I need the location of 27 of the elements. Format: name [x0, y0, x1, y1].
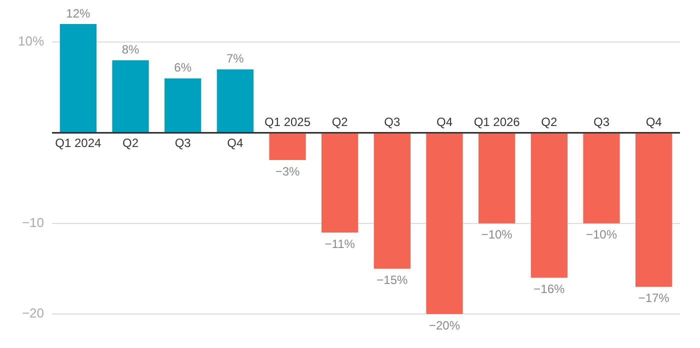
data-label: −10% — [481, 228, 513, 242]
x-tick-label: Q3 — [593, 115, 610, 130]
data-label: −15% — [376, 273, 408, 287]
x-tick-label: Q2 — [122, 136, 139, 150]
data-label: 8% — [122, 42, 140, 57]
y-tick-label: −10 — [22, 214, 44, 230]
x-tick-label: Q3 — [384, 115, 400, 130]
data-label: 7% — [226, 52, 244, 66]
data-label: −16% — [534, 282, 566, 296]
data-label: −17% — [638, 291, 670, 306]
data-label: 6% — [174, 60, 192, 75]
x-tick-label: Q1 2024 — [55, 136, 102, 150]
x-tick-label: Q1 2025 — [264, 115, 311, 130]
x-tick-label: Q3 — [174, 136, 192, 150]
x-tick-label: Q2 — [332, 115, 348, 130]
data-label: −3% — [275, 164, 300, 178]
x-tick-label: Q1 2026 — [474, 115, 520, 130]
x-tick-label: Q4 — [646, 115, 662, 130]
y-tick-label: −20 — [22, 306, 44, 321]
data-label: −11% — [324, 236, 356, 251]
x-tick-label: Q4 — [436, 115, 453, 130]
data-label: 12% — [66, 6, 91, 20]
data-label: −20% — [428, 318, 460, 332]
y-tick-label: 10% — [18, 34, 44, 49]
x-tick-label: Q2 — [541, 115, 558, 130]
x-tick-label: Q4 — [227, 136, 244, 150]
data-label: −10% — [586, 228, 618, 242]
